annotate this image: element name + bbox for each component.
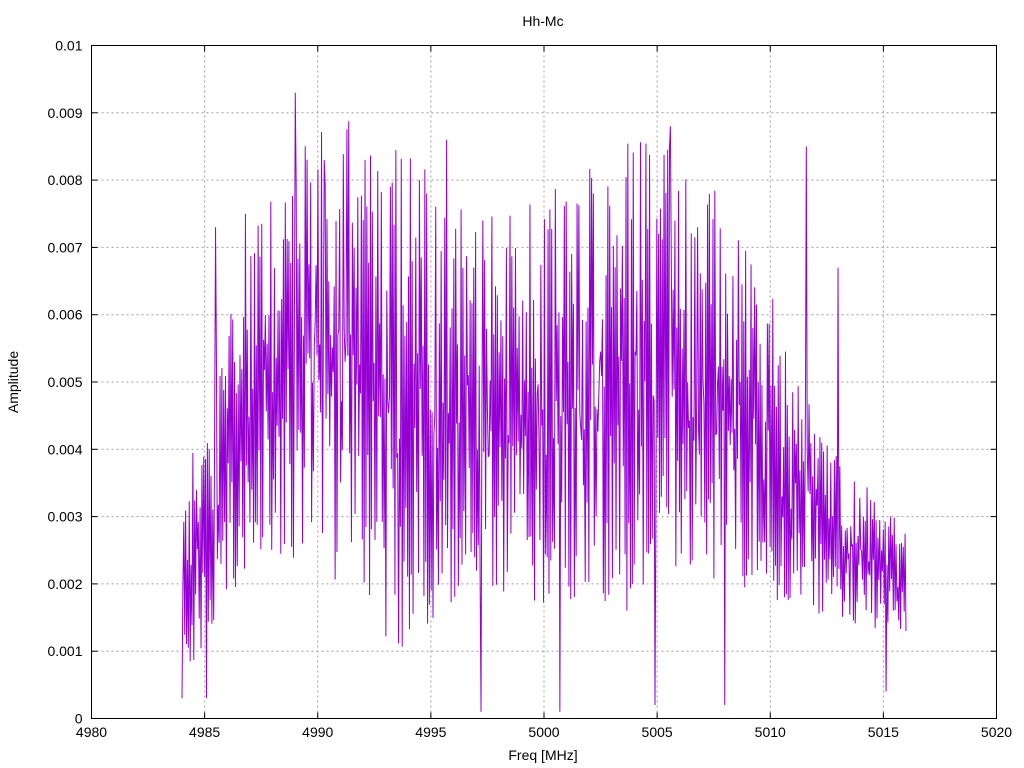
x-tick-label: 5015 — [868, 724, 899, 740]
y-tick-label: 0.007 — [47, 239, 82, 255]
amplitude-series-line — [181, 92, 907, 712]
y-tick-label: 0.006 — [47, 307, 82, 323]
y-tick-labels: 0 0.001 0.002 0.003 0.004 0.005 0.006 0.007 0.00… — [47, 38, 82, 727]
x-tick-label: 5020 — [981, 724, 1012, 740]
y-tick-label: 0.008 — [47, 172, 82, 188]
x-tick-label: 4990 — [302, 724, 333, 740]
x-tick-label: 4995 — [415, 724, 446, 740]
y-tick-label: 0.001 — [47, 643, 82, 659]
y-tick-label: 0.009 — [47, 105, 82, 121]
x-tick-label: 5010 — [755, 724, 786, 740]
x-tick-labels: 4980 4985 4990 4995 5000 5005 5010 5015 5020 — [76, 724, 1012, 740]
x-tick-label: 4980 — [76, 724, 107, 740]
plot-area — [181, 92, 907, 712]
y-axis-label: Amplitude — [5, 351, 21, 413]
y-tick-label: 0.002 — [47, 576, 82, 592]
y-tick-label: 0 — [75, 711, 83, 727]
x-tick-label: 5005 — [642, 724, 673, 740]
plot-frame — [91, 45, 997, 719]
chart-title: Hh-Mc — [522, 13, 563, 29]
x-tick-label: 5000 — [528, 724, 559, 740]
x-tick-label: 4985 — [189, 724, 220, 740]
y-tick-label: 0.004 — [47, 441, 82, 457]
y-tick-label: 0.003 — [47, 509, 82, 525]
y-tick-label: 0.01 — [55, 38, 82, 54]
x-axis-label: Freq [MHz] — [508, 747, 577, 763]
y-tick-label: 0.005 — [47, 374, 82, 390]
